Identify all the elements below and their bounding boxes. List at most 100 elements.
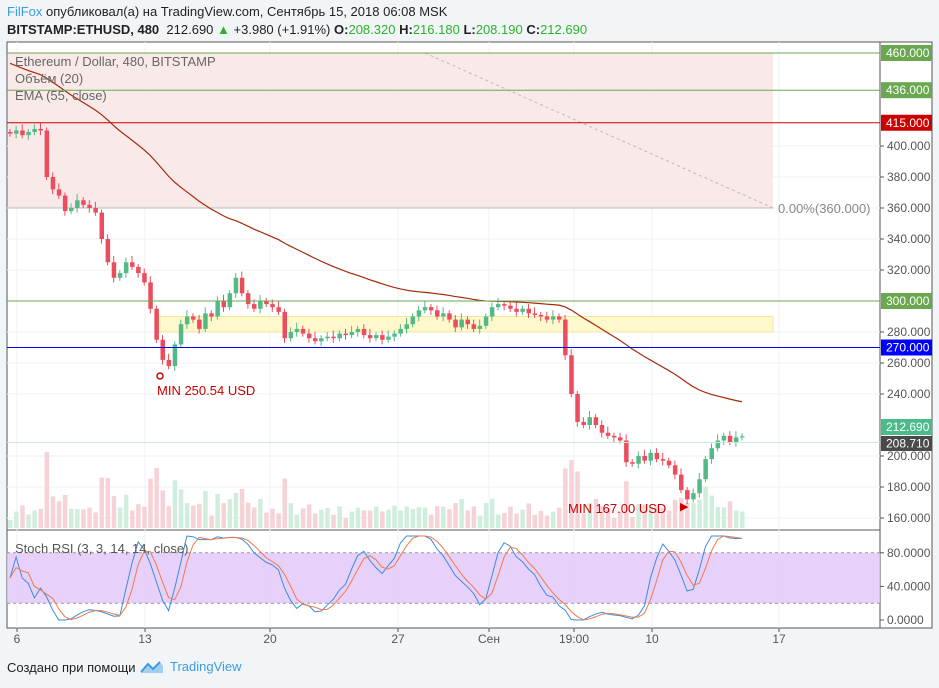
symbol-info: BITSTAMP:ETHUSD, 480 212.690 ▲ +3.980 (+… xyxy=(7,22,587,37)
volume-bar xyxy=(544,515,550,528)
volume-bar xyxy=(569,460,574,528)
volume-bar xyxy=(611,517,617,528)
candle xyxy=(276,307,281,312)
candle xyxy=(691,493,696,500)
candle xyxy=(416,310,422,317)
volume-bar xyxy=(270,508,275,528)
stoch-band xyxy=(7,552,880,604)
candle xyxy=(105,239,111,263)
volume-bar xyxy=(428,514,434,528)
candle xyxy=(679,474,684,491)
candle xyxy=(557,316,562,320)
volume-bar xyxy=(721,507,727,528)
candle xyxy=(252,304,257,309)
candle xyxy=(422,307,428,311)
candle xyxy=(483,316,489,326)
volume-bar xyxy=(221,503,226,528)
volume-bar xyxy=(26,514,31,528)
candle xyxy=(508,305,513,309)
candle xyxy=(313,338,318,342)
volume-bar xyxy=(599,506,605,528)
resistance-zone xyxy=(8,53,773,208)
candle xyxy=(575,394,580,422)
candle xyxy=(740,436,745,438)
tradingview-logo[interactable]: TradingView xyxy=(140,659,242,674)
time-tick-label: 13 xyxy=(138,632,152,646)
candle xyxy=(300,328,306,334)
publish-text: опубликовал(а) на TradingView.com, Сентя… xyxy=(46,4,448,19)
volume-bar xyxy=(660,507,666,528)
volume-bar xyxy=(374,506,379,528)
legend-volume[interactable]: Объём (20) xyxy=(15,71,84,86)
volume-bar xyxy=(148,478,153,528)
price: 212.690 xyxy=(166,22,214,37)
level-label: 460.000 xyxy=(886,46,930,60)
h-label: H: xyxy=(399,22,413,37)
price-tick-label: 360.000 xyxy=(887,201,931,215)
volume-bar xyxy=(416,507,422,528)
candle xyxy=(636,456,641,464)
candle xyxy=(282,311,287,339)
candle xyxy=(355,328,361,332)
candle xyxy=(32,128,37,133)
author-link[interactable]: FilFox xyxy=(7,4,43,19)
candle xyxy=(367,335,373,339)
volume-bar xyxy=(81,509,86,528)
legend-ema[interactable]: EMA (55, close) xyxy=(15,88,107,103)
volume-bar xyxy=(550,511,556,528)
volume-bar xyxy=(288,503,294,528)
candle xyxy=(130,262,135,267)
level-label: 300.000 xyxy=(886,294,930,308)
volume-bar xyxy=(239,489,245,528)
candle xyxy=(264,301,269,305)
candle xyxy=(666,460,672,466)
change: +3.980 (+1.91%) xyxy=(233,22,331,37)
volume-bar xyxy=(87,507,92,528)
volume-bar xyxy=(276,513,281,528)
candle xyxy=(69,208,74,212)
volume-bar xyxy=(471,506,477,528)
volume-bar xyxy=(245,502,251,528)
candle xyxy=(715,440,721,449)
candle xyxy=(239,277,245,294)
volume-bar xyxy=(215,494,220,528)
volume-bar xyxy=(69,508,74,528)
min-marker xyxy=(156,372,164,380)
price-tick-label: 280.000 xyxy=(887,325,931,339)
candle xyxy=(62,195,68,212)
volume-bar xyxy=(648,507,653,528)
volume-bar xyxy=(20,505,25,528)
candle xyxy=(197,319,202,329)
price-axis xyxy=(879,41,933,629)
volume-bar xyxy=(483,502,489,528)
legend-stoch[interactable]: Stoch RSI (3, 3, 14, 14, close) xyxy=(15,541,189,556)
volume-bar xyxy=(325,507,330,528)
price-tick-label: 320.000 xyxy=(887,263,931,277)
candle xyxy=(489,307,495,317)
candle xyxy=(599,425,605,433)
tradingview-icon xyxy=(140,660,163,673)
candle xyxy=(38,128,43,131)
volume-bar xyxy=(703,486,708,528)
price-tick-label: 340.000 xyxy=(887,232,931,246)
level-badge xyxy=(881,82,932,99)
volume-bar xyxy=(337,506,342,528)
candle xyxy=(166,359,172,367)
up-arrow-icon: ▲ xyxy=(217,22,230,37)
volume-bar xyxy=(282,478,287,528)
price-tick-label: 160.000 xyxy=(887,511,931,525)
candle xyxy=(215,301,220,317)
c-label: C: xyxy=(526,22,541,37)
legend-title: Ethereum / Dollar, 480, BITSTAMP xyxy=(15,54,216,69)
candle xyxy=(563,319,568,356)
volume-bar xyxy=(130,510,135,528)
volume-bar xyxy=(392,505,397,528)
volume-bar xyxy=(294,514,300,528)
publish-info: FilFox опубликовал(а) на TradingView.com… xyxy=(7,4,447,19)
level-badge xyxy=(881,339,932,356)
volume-bar xyxy=(14,511,19,528)
volume-bar xyxy=(630,516,635,528)
candle xyxy=(191,316,196,320)
candle xyxy=(605,432,611,436)
